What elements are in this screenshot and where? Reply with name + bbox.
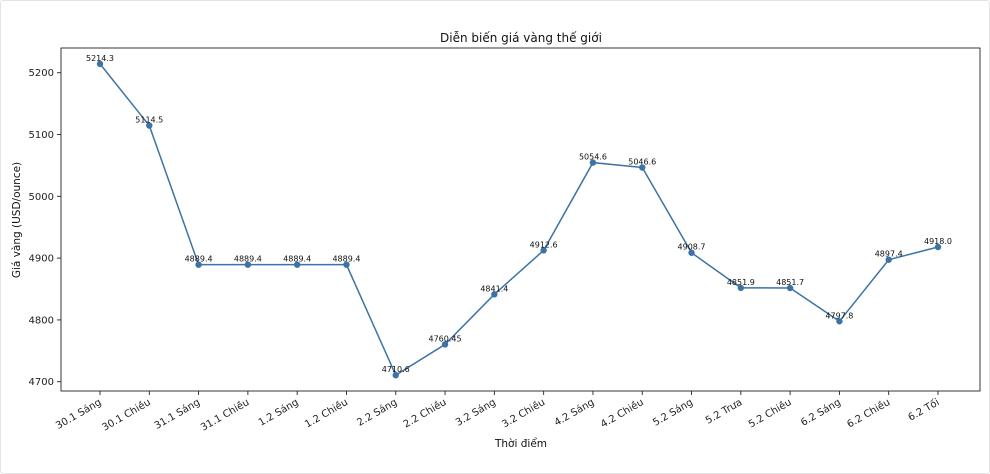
x-tick-label: 2.2 Sáng	[355, 396, 399, 429]
data-point	[491, 291, 498, 298]
x-tick-label: 30.1 Chiều	[100, 396, 153, 433]
data-label: 4889.4	[234, 255, 262, 264]
x-tick-label: 31.1 Chiều	[199, 396, 252, 433]
data-label: 4889.4	[332, 255, 360, 264]
x-tick-label: 4.2 Chiều	[598, 396, 645, 430]
y-axis-title: Giá vàng (USD/ounce)	[11, 162, 23, 278]
chart-title: Diễn biến giá vàng thế giới	[440, 31, 602, 45]
x-tick-label: 6.2 Sáng	[799, 396, 843, 429]
data-point	[688, 249, 695, 256]
data-label: 4889.4	[283, 255, 311, 264]
series-line	[99, 63, 939, 377]
x-tick-label: 6.2 Tối	[906, 396, 942, 423]
data-label: 5214.3	[86, 54, 114, 63]
data-label: 4851.7	[776, 278, 804, 287]
x-tick-label: 5.2 Trưa	[704, 397, 744, 427]
data-point	[589, 159, 597, 166]
x-tick-label: 1.2 Sáng	[256, 396, 300, 429]
y-axis: 4700 4800 4900 5000 5100 5200	[29, 68, 61, 388]
plot-area	[60, 47, 981, 392]
y-tick-label: 5000	[29, 192, 54, 203]
y-tick-label: 4700	[29, 377, 54, 388]
data-label: 5046.6	[628, 158, 656, 167]
x-tick-label: 3.2 Sáng	[454, 396, 498, 429]
x-tick-label: 1.2 Chiều	[303, 396, 350, 430]
data-point	[195, 261, 202, 268]
data-point	[96, 60, 104, 68]
data-label: 5114.5	[135, 116, 163, 125]
x-axis-title: Thời điểm	[494, 437, 547, 450]
data-point	[737, 284, 745, 292]
data-point	[392, 371, 399, 379]
x-tick-label: 5.2 Chiều	[746, 396, 793, 430]
data-label: 4918.0	[924, 237, 952, 246]
data-point	[146, 122, 153, 129]
data-point	[343, 261, 350, 268]
data-label: 4908.7	[678, 243, 706, 252]
data-label: 5054.6	[579, 153, 607, 162]
y-tick-label: 5100	[29, 130, 54, 141]
x-tick-label: 30.1 Sáng	[54, 396, 104, 432]
data-label: 4851.9	[727, 278, 755, 287]
y-tick-label: 5200	[29, 68, 54, 79]
data-label: 4797.8	[825, 311, 853, 320]
data-label: 4710.6	[382, 365, 410, 374]
data-label: 4889.4	[185, 255, 213, 264]
y-tick-label: 4800	[29, 315, 54, 326]
data-point	[639, 164, 646, 171]
data-point	[885, 256, 892, 263]
data-label: 4760.45	[429, 334, 462, 343]
data-point	[934, 243, 942, 251]
x-tick-label: 6.2 Chiều	[845, 396, 892, 430]
data-point	[441, 341, 449, 348]
data-label: 4897.4	[875, 250, 903, 259]
data-label: 4912.6	[530, 240, 558, 249]
data-markers	[96, 60, 942, 379]
data-label: 4841.4	[480, 284, 508, 293]
x-tick-label: 3.2 Chiều	[500, 396, 547, 430]
data-point	[786, 284, 794, 292]
x-tick-label: 31.1 Sáng	[152, 396, 202, 432]
data-point	[244, 261, 252, 268]
data-point	[836, 318, 843, 325]
x-tick-label: 4.2 Sáng	[552, 396, 596, 429]
data-labels: 5214.3 5114.5 4889.4 4889.4 4889.4 4889.4 4710…	[86, 54, 952, 374]
x-tick-label: 2.2 Chiều	[401, 396, 448, 430]
y-tick-label: 4900	[29, 254, 54, 265]
x-tick-label: 5.2 Sáng	[651, 396, 695, 429]
data-point	[540, 247, 547, 254]
data-point	[293, 261, 301, 268]
